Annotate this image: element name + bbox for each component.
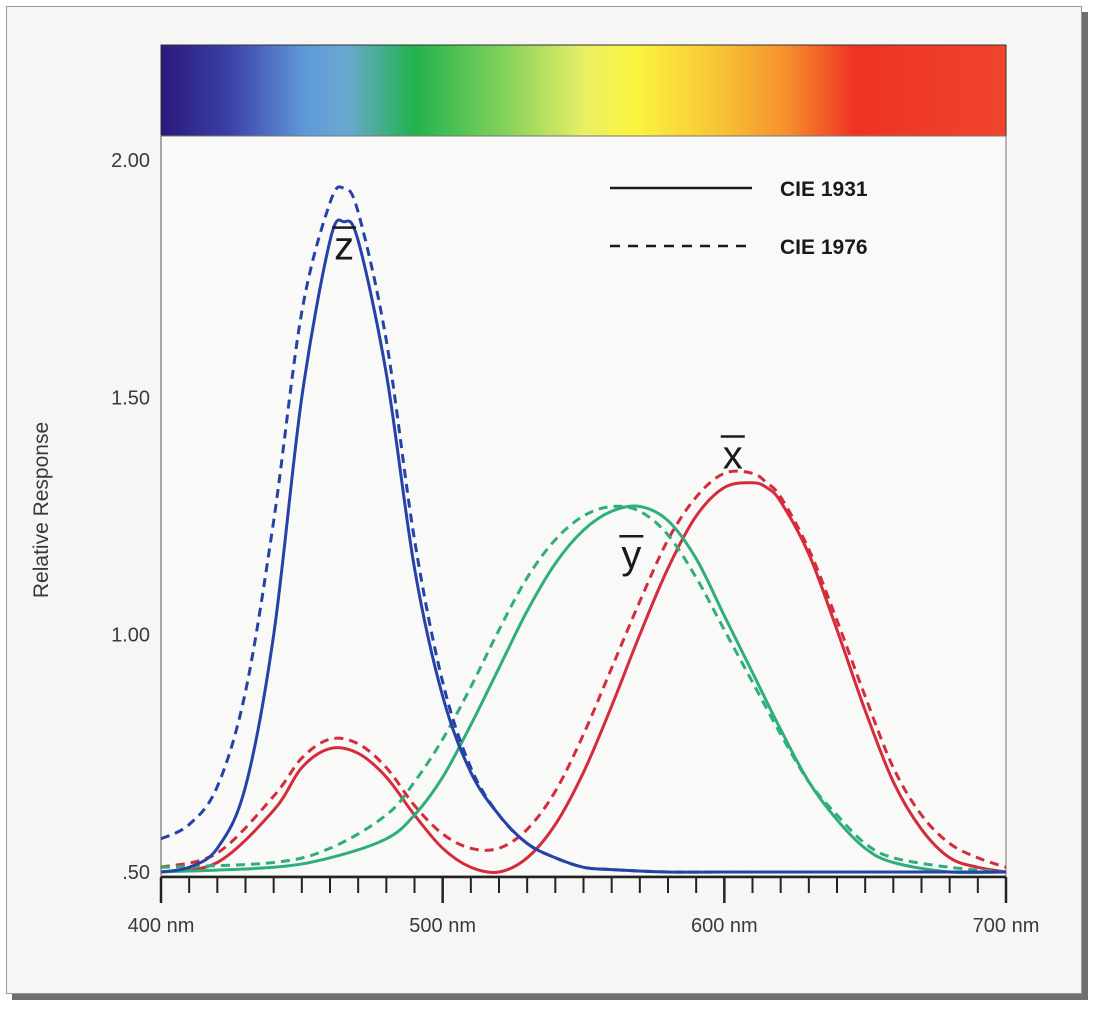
curves-group: [160, 185, 1007, 875]
y-tick-label: 2.00: [111, 150, 150, 172]
spectrum-bar: [160, 44, 1007, 137]
series-z-cie1976-line: [160, 185, 1006, 874]
series-y-cie1931-line: [160, 504, 1007, 875]
x-tick-label: 600 nm: [691, 915, 758, 937]
legend: CIE 1931 CIE 1976: [610, 178, 868, 259]
series-x-cie1931-line: [160, 481, 1007, 874]
curve-label-y-bar: y: [621, 533, 641, 577]
legend-label-cie-1976: CIE 1976: [780, 236, 868, 259]
series-x-cie1976-line: [160, 469, 1007, 869]
y-tick-label: 1.00: [111, 625, 150, 647]
y-tick-label: .50: [122, 862, 150, 884]
series-y-cie1976-line: [160, 504, 1007, 874]
tick-labels-group: 400 nm 500 nm 600 nm 700 nm .50 1.00 1.50 2.00: [111, 150, 1039, 937]
curve-labels-group: z y x: [332, 225, 745, 577]
x-tick-label: 500 nm: [409, 915, 476, 937]
x-tick-label: 700 nm: [973, 915, 1040, 937]
curve-label-x-bar: x: [723, 434, 743, 478]
y-axis-title: Relative Response: [30, 422, 53, 598]
x-tick-label: 400 nm: [128, 915, 195, 937]
plot-area: [160, 135, 1007, 877]
y-tick-label: 1.50: [111, 387, 150, 409]
legend-label-cie-1931: CIE 1931: [780, 178, 868, 201]
axes-group: [159, 136, 1008, 903]
curve-label-z-bar: z: [334, 225, 354, 269]
